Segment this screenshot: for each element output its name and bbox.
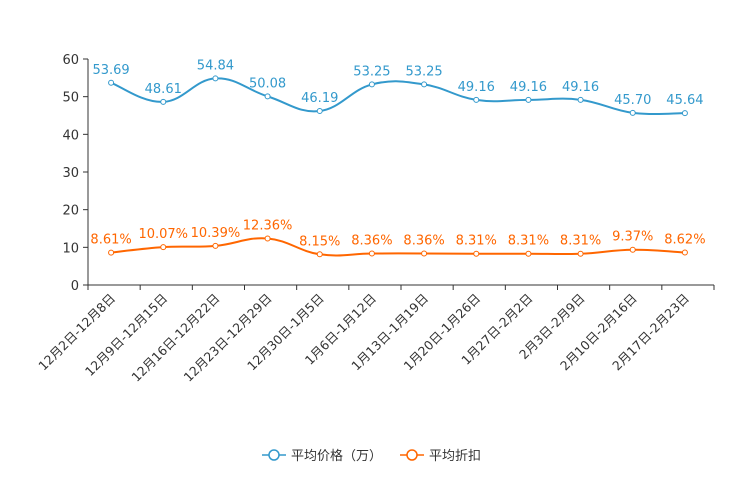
data-label: 8.31% bbox=[508, 234, 549, 249]
data-point bbox=[577, 250, 584, 257]
data-point bbox=[473, 96, 480, 103]
data-label: 54.84 bbox=[197, 58, 234, 73]
y-tick-label: 30 bbox=[62, 166, 79, 181]
data-label: 8.62% bbox=[664, 233, 705, 248]
data-point bbox=[681, 249, 688, 256]
data-point bbox=[160, 244, 167, 251]
data-point bbox=[368, 81, 375, 88]
data-label: 45.64 bbox=[666, 93, 703, 108]
y-tick-label: 60 bbox=[62, 53, 79, 68]
data-label: 49.16 bbox=[510, 80, 547, 95]
data-label: 48.61 bbox=[145, 82, 182, 97]
data-point bbox=[212, 75, 219, 82]
legend-item-label: 平均折扣 bbox=[429, 449, 481, 464]
legend-item-label: 平均价格（万） bbox=[291, 448, 382, 464]
data-point bbox=[421, 250, 428, 257]
data-point bbox=[316, 108, 323, 115]
data-label: 12.36% bbox=[243, 218, 293, 233]
data-label: 8.31% bbox=[560, 234, 601, 249]
data-point bbox=[681, 110, 688, 117]
x-tick-label: 12月16日-12月22日 bbox=[128, 291, 222, 385]
data-point bbox=[421, 81, 428, 88]
data-point bbox=[629, 109, 636, 116]
data-point bbox=[577, 96, 584, 103]
data-point bbox=[264, 235, 271, 242]
data-point bbox=[629, 246, 636, 253]
data-label: 8.61% bbox=[90, 233, 131, 248]
data-point bbox=[368, 250, 375, 257]
data-label: 10.39% bbox=[191, 226, 241, 241]
data-label: 8.36% bbox=[403, 234, 444, 249]
y-tick-label: 40 bbox=[62, 128, 79, 143]
y-tick-label: 50 bbox=[62, 91, 79, 106]
data-label: 8.36% bbox=[351, 234, 392, 249]
legend-marker-icon bbox=[406, 449, 418, 461]
data-label: 53.25 bbox=[353, 64, 390, 79]
y-tick-label: 0 bbox=[71, 279, 79, 294]
data-label: 45.70 bbox=[614, 93, 651, 108]
data-label: 9.37% bbox=[612, 230, 653, 245]
data-point bbox=[160, 98, 167, 105]
data-point bbox=[316, 251, 323, 258]
data-point bbox=[525, 250, 532, 257]
y-tick-label: 10 bbox=[62, 241, 79, 256]
series-line-1 bbox=[110, 237, 685, 257]
data-label: 53.25 bbox=[405, 64, 442, 79]
data-label: 8.15% bbox=[299, 234, 340, 249]
data-point bbox=[108, 249, 115, 256]
x-tick-label: 12月23日-12月29日 bbox=[181, 291, 275, 385]
data-point bbox=[473, 250, 480, 257]
data-label: 49.16 bbox=[562, 80, 599, 95]
data-label: 10.07% bbox=[138, 227, 188, 242]
data-label: 53.69 bbox=[92, 63, 129, 78]
data-label: 50.08 bbox=[249, 76, 286, 91]
data-point bbox=[264, 93, 271, 100]
y-tick-label: 20 bbox=[62, 204, 79, 219]
data-label: 49.16 bbox=[458, 80, 495, 95]
legend-marker-icon bbox=[268, 449, 280, 461]
data-label: 8.31% bbox=[456, 234, 497, 249]
data-point bbox=[212, 242, 219, 249]
data-point bbox=[108, 79, 115, 86]
data-label: 46.19 bbox=[301, 91, 338, 106]
data-point bbox=[525, 96, 532, 103]
